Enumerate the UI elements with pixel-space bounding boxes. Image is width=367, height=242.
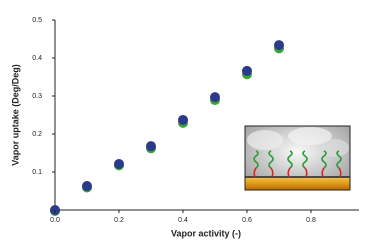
data-point: [82, 181, 92, 191]
x-tick-label: 0.8: [306, 217, 316, 224]
y-tick-label: 0.4: [32, 55, 42, 62]
x-tick-label: 0.6: [242, 217, 252, 224]
data-point: [242, 66, 252, 76]
data-point: [114, 159, 124, 169]
y-tick-label: 0.5: [32, 17, 42, 24]
x-tick-label: 0.0: [50, 217, 60, 224]
page: Vapor activity (-) Vapor uptake (Deg/Deg…: [0, 0, 367, 242]
y-axis-title: Vapor uptake (Deg/Deg): [10, 64, 20, 166]
x-axis-title: Vapor activity (-): [171, 228, 241, 238]
y-tick-label: 0.2: [32, 131, 42, 138]
data-point: [274, 40, 284, 50]
chart: Vapor activity (-) Vapor uptake (Deg/Deg…: [0, 0, 367, 242]
x-tick-label: 0.2: [114, 217, 124, 224]
x-tick-label: 0.4: [178, 217, 188, 224]
data-point: [178, 115, 188, 125]
y-tick-label: 0.3: [32, 93, 42, 100]
data-point: [210, 92, 220, 102]
inset-image: [245, 126, 350, 190]
data-point: [146, 141, 156, 151]
y-tick-label: 0.1: [32, 169, 42, 176]
